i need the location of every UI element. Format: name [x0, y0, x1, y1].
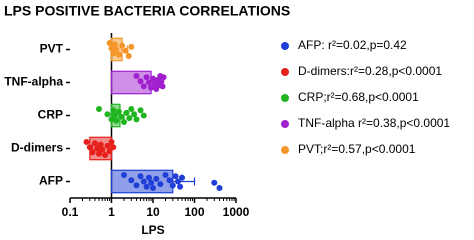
- data-point: [128, 177, 135, 184]
- data-point: [137, 107, 144, 114]
- legend-label: AFP: r²=0.02,p=0.42: [298, 38, 407, 52]
- data-point: [86, 144, 93, 151]
- data-point: [128, 106, 135, 112]
- x-tick-label: 10: [146, 205, 160, 219]
- legend-marker: [281, 68, 289, 76]
- data-point: [110, 107, 117, 114]
- legend-marker: [281, 120, 289, 128]
- data-point: [115, 51, 122, 58]
- data-point: [145, 79, 152, 86]
- data-point: [162, 172, 169, 178]
- data-point: [133, 182, 140, 189]
- data-point: [153, 175, 160, 182]
- data-point: [115, 108, 122, 115]
- data-point: [137, 78, 144, 85]
- y-tick-label: PVT: [40, 42, 64, 56]
- y-tick-label: D-dimers: [11, 141, 63, 155]
- data-point: [137, 173, 144, 180]
- data-point: [118, 113, 125, 120]
- data-point: [133, 116, 140, 123]
- data-point: [97, 141, 104, 148]
- data-point: [111, 41, 118, 48]
- chart-title: LPS POSITIVE BACTERIA CORRELATIONS: [4, 3, 290, 19]
- data-point: [179, 174, 186, 181]
- data-point: [159, 83, 166, 90]
- legend-marker: [281, 42, 289, 50]
- data-point: [104, 142, 111, 149]
- x-tick-label: 1000: [223, 205, 250, 219]
- legend-label: D-dimers:r²=0.28,p<0.0001: [298, 64, 442, 78]
- data-point: [111, 112, 118, 119]
- data-point: [160, 74, 167, 81]
- data-point: [122, 47, 129, 54]
- data-point: [148, 84, 155, 91]
- legend-label: PVT;r²=0.57,p<0.0001: [298, 142, 416, 156]
- data-point: [123, 109, 130, 116]
- data-point: [89, 149, 96, 156]
- data-point: [102, 152, 109, 158]
- x-tick-label: 0.1: [62, 205, 79, 219]
- data-point: [143, 74, 150, 81]
- data-point: [110, 144, 117, 151]
- data-point: [128, 43, 135, 50]
- data-point: [113, 117, 120, 124]
- legend-label: TNF-alpha r²=0.38,p<0.0001: [298, 116, 450, 130]
- data-point: [143, 183, 150, 190]
- data-point: [150, 185, 156, 191]
- data-point: [94, 145, 101, 152]
- data-point: [131, 111, 138, 118]
- data-point: [140, 112, 147, 119]
- data-point: [119, 42, 126, 49]
- y-tick-label: CRP: [38, 108, 63, 122]
- data-point: [126, 115, 133, 122]
- legend-label: CRP;r²=0.68,p<0.0001: [298, 90, 419, 104]
- data-point: [140, 83, 147, 90]
- data-point: [104, 111, 111, 118]
- data-point: [83, 139, 90, 145]
- data-point: [145, 174, 152, 181]
- data-point: [211, 179, 218, 186]
- data-point: [120, 172, 127, 178]
- data-point: [133, 73, 140, 79]
- data-point: [120, 119, 127, 125]
- x-axis-label: LPS: [141, 223, 164, 237]
- data-point: [99, 146, 106, 153]
- legend-marker: [281, 146, 289, 154]
- data-point: [96, 106, 103, 112]
- data-point: [113, 46, 120, 53]
- x-tick-label: 1: [108, 205, 115, 219]
- data-point: [108, 139, 115, 145]
- data-point: [140, 178, 147, 185]
- data-point: [91, 140, 98, 147]
- data-point: [177, 183, 184, 190]
- data-point: [148, 179, 155, 186]
- data-point: [150, 75, 156, 82]
- data-point: [106, 40, 113, 46]
- bar: [110, 70, 152, 95]
- data-point: [157, 181, 164, 188]
- data-point: [172, 173, 179, 180]
- legend-marker: [281, 94, 289, 102]
- x-tick-label: 100: [184, 205, 204, 219]
- data-point: [106, 148, 113, 155]
- y-tick-label: TNF-alpha: [4, 75, 63, 89]
- data-point: [166, 177, 173, 184]
- data-point: [125, 53, 132, 59]
- data-point: [216, 185, 223, 191]
- data-point: [174, 178, 181, 185]
- y-tick-label: AFP: [39, 174, 63, 188]
- data-point: [169, 182, 176, 189]
